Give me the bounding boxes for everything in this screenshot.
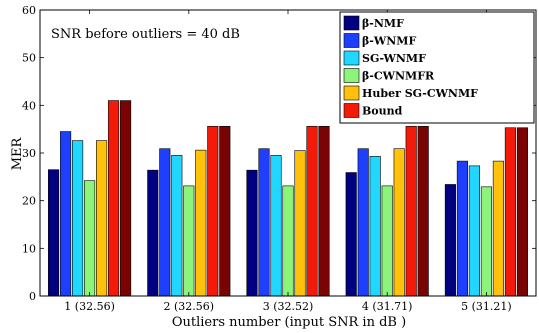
bar <box>504 127 516 297</box>
bar <box>96 140 108 297</box>
bar <box>246 169 258 297</box>
legend-label: β-CWNMFR <box>362 70 435 83</box>
bar <box>417 126 429 297</box>
legend-swatch <box>343 85 360 101</box>
bar <box>108 100 120 297</box>
y-tick-label: 60 <box>22 4 36 17</box>
axes-group: 1 (32.56) 2 (32.56) 3 (32.52) 4 (31.71) 5 (3… <box>22 4 537 313</box>
bar <box>120 100 132 297</box>
y-axis-label: MER <box>10 136 25 170</box>
x-tick-label: 3 (32.52) <box>263 300 314 313</box>
bar <box>270 155 282 297</box>
bar <box>345 172 357 297</box>
y-tick-label: 0 <box>29 290 36 303</box>
x-axis-label: Outliers number (input SNR in dB ) <box>172 315 406 330</box>
bar <box>84 180 96 297</box>
bar <box>282 185 294 297</box>
bar <box>72 140 84 297</box>
legend-swatch <box>343 15 360 31</box>
legend-label: Bound <box>362 105 403 118</box>
snr-annotation: SNR before outliers = 40 dB <box>51 27 240 42</box>
y-tick-label: 40 <box>22 99 36 112</box>
bar <box>381 185 393 297</box>
bar <box>405 126 417 297</box>
y-tick-label: 20 <box>22 195 36 208</box>
bar <box>147 169 159 297</box>
bar <box>492 160 504 297</box>
bar <box>159 148 171 297</box>
x-tick-label: 4 (31.71) <box>362 300 413 313</box>
legend-swatch <box>343 68 360 83</box>
y-tick-label: 10 <box>22 242 36 255</box>
bar <box>294 150 306 297</box>
legend: β-NMF β-WNMF SG-WNMF β-CWNMFR Huber SG-CWNMF… <box>339 11 535 124</box>
bar <box>171 155 183 297</box>
bar <box>456 160 468 297</box>
legend-swatch <box>343 50 360 66</box>
bar <box>60 131 72 297</box>
bar <box>219 126 231 297</box>
legend-label: Huber SG-CWNMF <box>362 87 478 100</box>
bar <box>258 148 270 297</box>
legend-label: β-WNMF <box>362 35 416 48</box>
bar <box>195 149 207 297</box>
bar <box>357 148 369 297</box>
x-tick-label: 1 (32.56) <box>64 300 115 313</box>
bar <box>207 126 219 297</box>
bar <box>183 185 195 297</box>
plot-frame <box>39 9 537 297</box>
y-tick-label: 30 <box>22 147 36 160</box>
bar <box>48 169 60 297</box>
bar <box>306 126 318 297</box>
x-tick-label: 2 (32.56) <box>164 300 215 313</box>
legend-box <box>339 11 535 124</box>
legend-swatch <box>343 103 360 118</box>
y-tick-label: 50 <box>22 52 36 65</box>
bar <box>468 165 480 297</box>
legend-label: β-NMF <box>362 17 404 30</box>
legend-label: SG-WNMF <box>362 52 426 65</box>
bar <box>516 127 528 297</box>
bar <box>444 184 456 297</box>
bar <box>393 148 405 297</box>
x-tick-label: 5 (31.21) <box>461 300 512 313</box>
bar <box>369 156 381 297</box>
bar <box>480 186 492 297</box>
legend-swatch <box>343 33 360 48</box>
bar <box>318 126 330 297</box>
